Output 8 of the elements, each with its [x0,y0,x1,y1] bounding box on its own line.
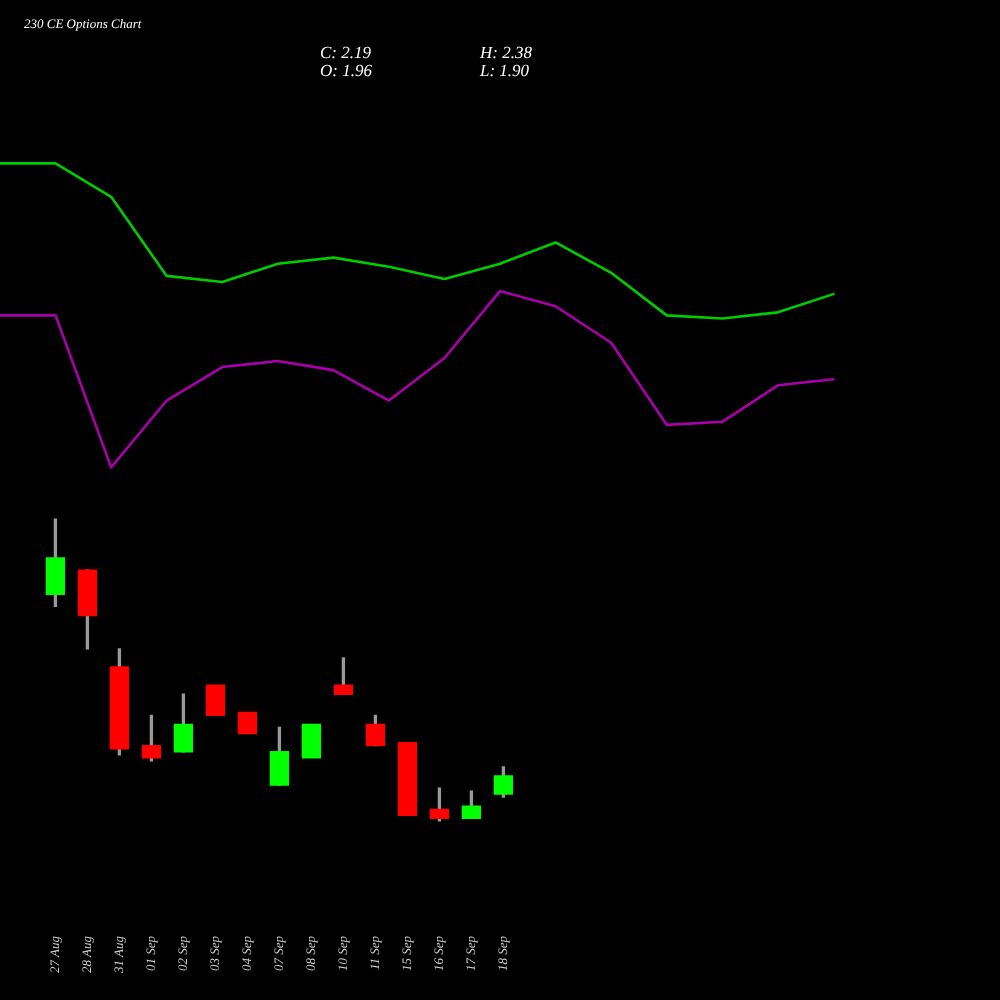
candlestick [205,684,226,717]
candlestick [397,742,418,816]
text: C: 2.19 [320,42,371,62]
candlestick [237,711,258,735]
text: O: 1.96 [320,59,372,79]
candlestick [301,723,322,759]
text: L: 1.90 [480,59,530,79]
text: H: 2.38 [480,42,532,62]
